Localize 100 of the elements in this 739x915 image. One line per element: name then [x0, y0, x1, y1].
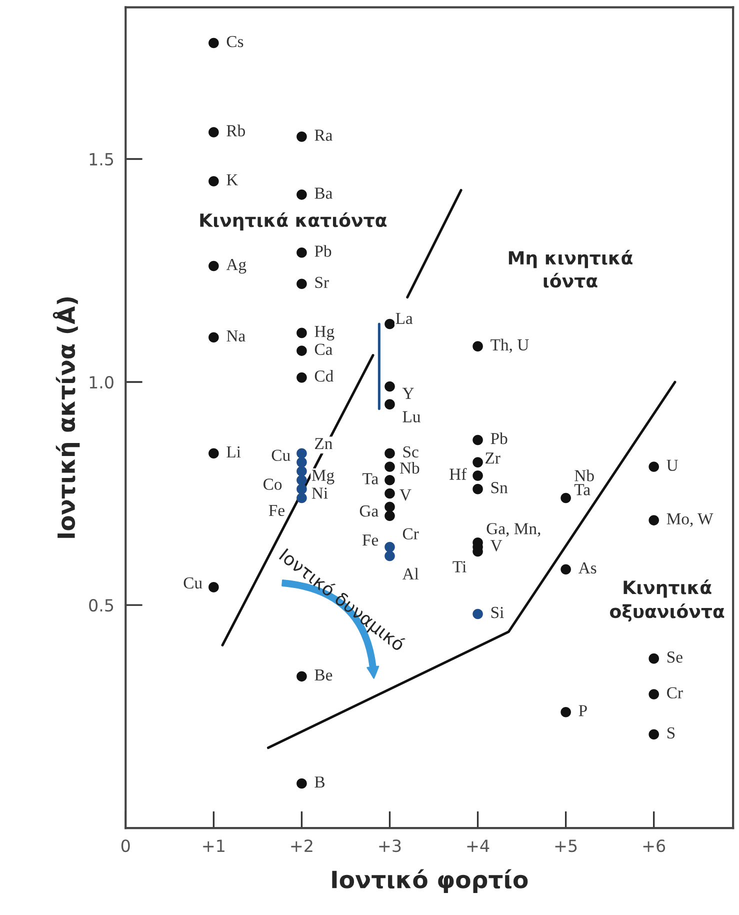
point: [296, 474, 307, 486]
point: [296, 248, 307, 258]
y-tick-label: 0.5: [89, 599, 114, 612]
point: [384, 381, 395, 392]
y-axis-title: Ιοντική ακτίνα (Å): [52, 297, 80, 538]
data-label: Zr: [486, 452, 500, 464]
point: [208, 176, 219, 186]
data-label: Se: [667, 652, 682, 663]
data-label: Sc: [403, 446, 418, 458]
point: [384, 474, 395, 486]
point: [648, 462, 660, 472]
data-label: Cu: [272, 450, 290, 461]
point: [472, 470, 483, 481]
y-tick-label: 1.5: [90, 153, 114, 166]
point: [472, 608, 483, 620]
x-tick-label: +3: [379, 839, 401, 852]
data-label: Cu: [184, 577, 202, 589]
x-tick-label: +6: [643, 839, 666, 852]
data-label: Ca: [314, 344, 332, 355]
data-label: Sn: [491, 482, 508, 494]
x-tick-label: +2: [291, 839, 312, 852]
point: [472, 484, 483, 494]
x-tick-label: +4: [467, 840, 490, 852]
point: [384, 462, 395, 472]
data-label: Nb Ta: [574, 470, 594, 496]
data-label: Mg: [312, 470, 334, 484]
x-axis-title: Ιοντικό φορτίο: [332, 869, 528, 893]
data-label: Cd: [314, 370, 334, 382]
data-label: Ni: [312, 488, 328, 499]
data-label: Rb: [226, 124, 245, 136]
point: [296, 372, 307, 383]
point: [208, 332, 219, 343]
point: [648, 729, 660, 740]
data-label: Ga: [360, 505, 378, 517]
point: [208, 582, 219, 592]
data-label: Hf: [450, 468, 467, 480]
data-label: Ra: [314, 130, 332, 141]
data-label: Si: [491, 606, 504, 618]
point: [472, 457, 483, 468]
point: [648, 515, 660, 526]
data-label: B: [314, 776, 325, 788]
data-label: Sr: [315, 276, 329, 288]
point: [560, 492, 571, 504]
data-label: Fe: [362, 534, 378, 546]
point: [384, 488, 395, 499]
point: [384, 448, 395, 459]
point: [296, 466, 307, 476]
data-label: V: [490, 540, 502, 552]
point: [560, 706, 571, 718]
data-label: V: [400, 489, 412, 501]
data-label: Co: [263, 478, 282, 490]
data-label: Ti: [452, 561, 466, 572]
point: [384, 550, 395, 562]
point: [296, 484, 307, 494]
point: [384, 502, 395, 512]
data-label: Hg: [314, 326, 334, 341]
data-label: U: [666, 460, 678, 471]
data-label: Ag: [226, 258, 246, 274]
point: [648, 689, 660, 700]
data-label: Pb: [314, 245, 332, 257]
data-label: Nb: [400, 462, 420, 474]
point: [296, 448, 307, 459]
data-label: Zn: [315, 438, 332, 450]
data-label: Mo, W: [666, 513, 714, 527]
data-label: P: [578, 705, 587, 716]
x-tick-label: +1: [203, 840, 224, 852]
y-tick-label: 1.0: [90, 376, 114, 389]
data-label: Y: [402, 388, 414, 399]
data-label: Cr: [667, 687, 683, 698]
data-label: Ba: [314, 188, 332, 199]
data-label: Ga, Mn,: [486, 523, 540, 537]
data-label: Fe: [268, 504, 284, 516]
point: [208, 260, 219, 272]
data-label: Li: [226, 446, 241, 458]
data-label: As: [578, 562, 596, 574]
data-label: Cr: [402, 528, 419, 540]
annotation: Κινητικά κατιόντα: [200, 212, 386, 231]
point: [296, 190, 307, 200]
point: [296, 457, 307, 468]
point: [384, 510, 395, 521]
point: [296, 346, 307, 356]
point: [296, 671, 307, 682]
data-label: Lu: [402, 411, 420, 422]
data-label: K: [226, 174, 238, 186]
x-tick-label: 0: [121, 839, 130, 852]
data-label: Ta: [362, 473, 378, 484]
point: [384, 318, 395, 330]
data-label: S: [667, 727, 675, 739]
data-label: Th, U: [490, 338, 529, 353]
annotation: Μη κινητικά ιόντα: [508, 250, 632, 288]
x-tick-label: +5: [555, 840, 577, 852]
point: [472, 434, 483, 446]
point: [472, 341, 483, 352]
data-label: Cs: [226, 36, 244, 48]
annotation: Κινητικά οξυανιόντα: [610, 580, 724, 622]
point: [384, 542, 395, 552]
point: [648, 653, 660, 664]
data-label: La: [396, 312, 413, 324]
data-label: Be: [314, 670, 332, 681]
point: [560, 564, 571, 575]
